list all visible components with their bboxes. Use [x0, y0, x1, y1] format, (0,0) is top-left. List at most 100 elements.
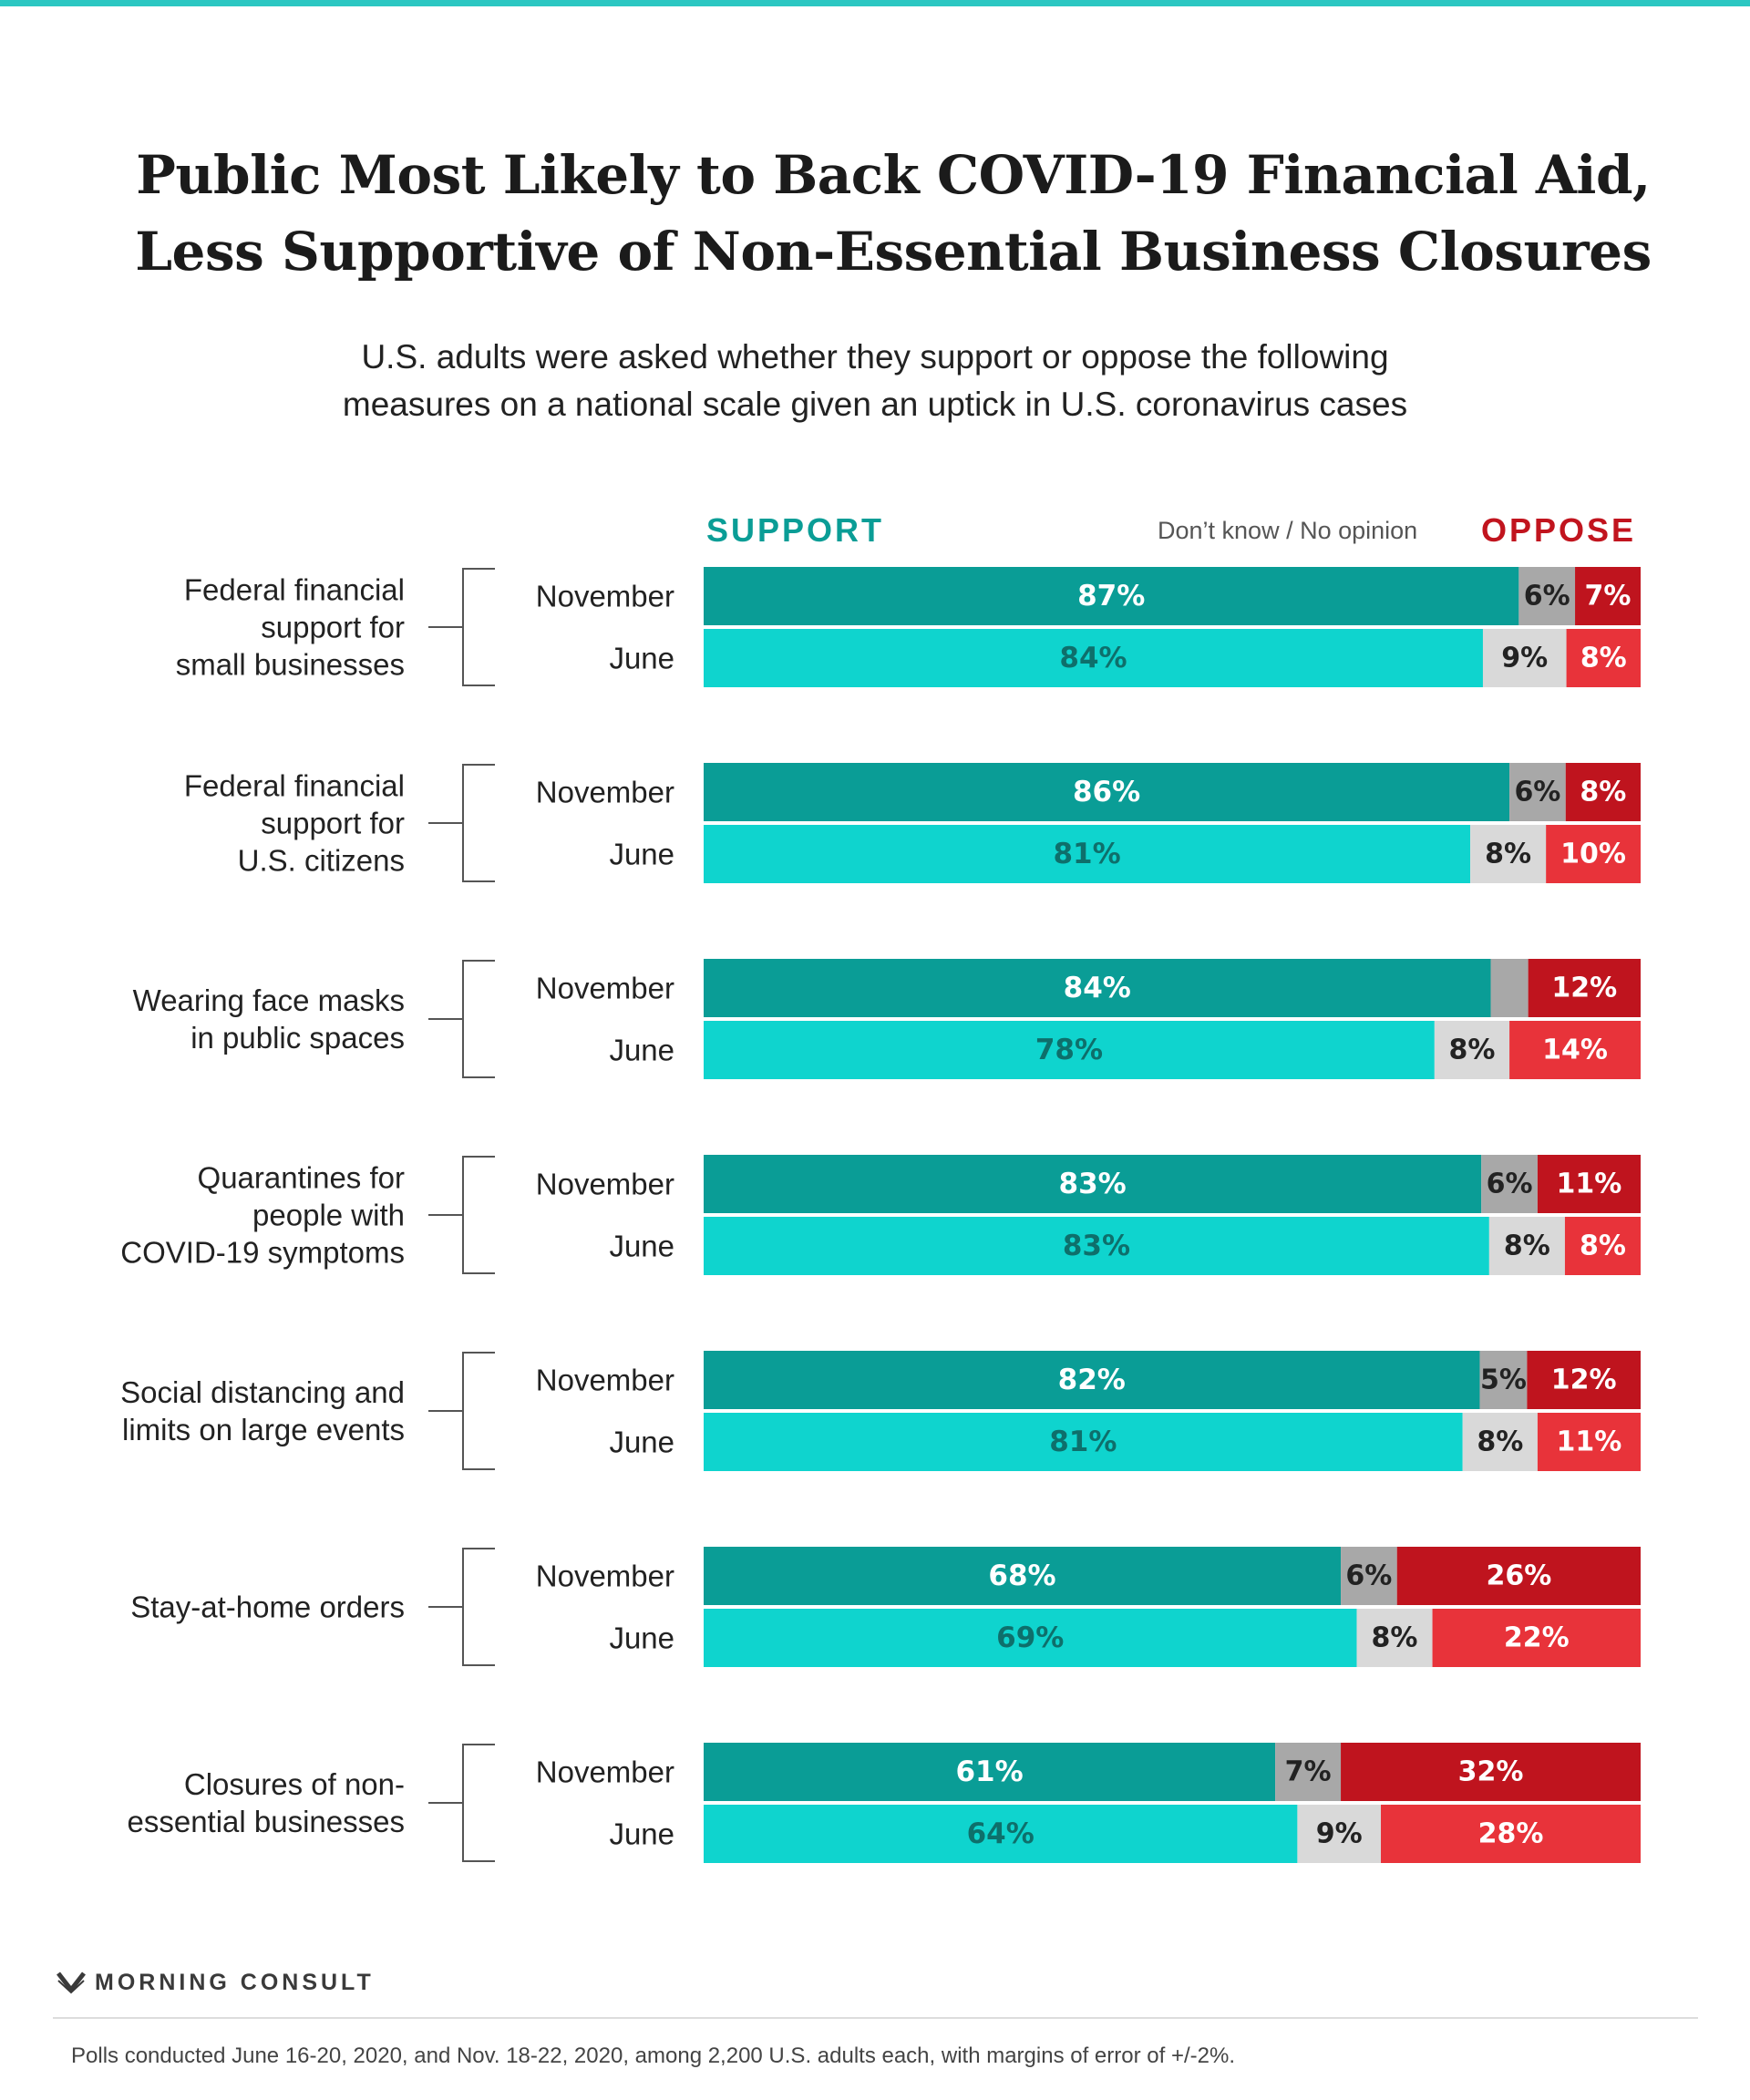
category-label: Wearing face masks	[133, 983, 405, 1017]
bar-dont-know	[1518, 567, 1576, 625]
bar-support-label: 86%	[1073, 776, 1140, 808]
footer-divider	[53, 2017, 1698, 2019]
category-label: small businesses	[176, 648, 405, 682]
group-bracket	[428, 1156, 495, 1274]
bar-support	[704, 1547, 1342, 1605]
bar-support-label: 64%	[967, 1817, 1035, 1850]
category-label: in public spaces	[190, 1021, 405, 1055]
bar-dont-know	[1341, 1547, 1397, 1605]
bar-dont-know	[1470, 825, 1547, 883]
bar-dont-know-label: 6%	[1514, 777, 1560, 808]
bar-oppose	[1527, 1351, 1641, 1409]
bar-support	[704, 1743, 1276, 1801]
bar-dont-know-label: 6%	[1487, 1168, 1533, 1200]
period-label: June	[609, 838, 674, 871]
bar-dont-know	[1481, 1155, 1538, 1213]
period-label: November	[536, 580, 674, 613]
bar-dont-know-label: 8%	[1477, 1426, 1523, 1458]
bar-oppose-label: 7%	[1585, 581, 1632, 612]
category-label: Quarantines for	[198, 1161, 405, 1195]
bar-support	[704, 1021, 1435, 1079]
category-label: COVID-19 symptoms	[120, 1236, 405, 1270]
category-label: support for	[261, 611, 405, 644]
bar-support	[704, 763, 1510, 821]
bar-support	[704, 1351, 1480, 1409]
bar-oppose	[1537, 1413, 1641, 1471]
bar-dont-know-label: 6%	[1345, 1560, 1392, 1592]
bar-oppose-label: 8%	[1580, 1230, 1626, 1262]
bar-dont-know-label: 9%	[1316, 1818, 1363, 1850]
bar-oppose-label: 11%	[1557, 1426, 1622, 1458]
footer-logo: MORNING CONSULT	[57, 1964, 375, 2001]
bar-dont-know	[1482, 629, 1567, 687]
bar-dont-know	[1490, 959, 1529, 1017]
bar-support-label: 83%	[1059, 1168, 1127, 1200]
bar-oppose-label: 26%	[1486, 1560, 1551, 1592]
category-label: essential businesses	[127, 1805, 405, 1838]
bar-support-label: 78%	[1035, 1034, 1103, 1066]
period-label: June	[609, 1817, 674, 1851]
bar-oppose	[1381, 1805, 1641, 1863]
bar-support-label: 69%	[996, 1621, 1064, 1654]
period-label: June	[609, 1426, 674, 1459]
bar-oppose	[1396, 1547, 1641, 1605]
legend-dont-know: Don’t know / No opinion	[1158, 517, 1418, 544]
bar-support	[704, 1217, 1489, 1275]
bar-support-label: 81%	[1049, 1426, 1117, 1458]
bar-dont-know	[1509, 763, 1566, 821]
bar-dont-know	[1275, 1743, 1342, 1801]
chart-title-line-1: Public Most Likely to Back COVID-19 Fina…	[136, 144, 1651, 206]
stacked-bar-chart: Federal financial support for small busine…	[120, 567, 1641, 1863]
morning-consult-logo-icon	[57, 1971, 86, 1994]
bar-oppose	[1546, 825, 1641, 883]
period-label: June	[609, 1621, 674, 1655]
category-label: U.S. citizens	[238, 844, 405, 878]
period-label: November	[536, 776, 674, 809]
bar-dont-know-label: 8%	[1448, 1035, 1495, 1066]
chart-subtitle-line-2: measures on a national scale given an up…	[342, 386, 1408, 423]
bar-oppose-label: 10%	[1560, 839, 1626, 870]
bar-dont-know	[1479, 1351, 1528, 1409]
category-label: support for	[261, 807, 405, 840]
period-label: November	[536, 972, 674, 1005]
bar-dont-know	[1462, 1413, 1538, 1471]
chart-subtitle-line-1: U.S. adults were asked whether they supp…	[361, 338, 1389, 376]
bar-support-label: 68%	[988, 1560, 1055, 1592]
category-label: Social distancing and	[120, 1375, 405, 1409]
top-accent-rule	[0, 0, 1750, 6]
period-label: November	[536, 1168, 674, 1201]
bar-support-label: 84%	[1064, 972, 1131, 1004]
logo-wordmark: MORNING CONSULT	[95, 1969, 375, 1995]
period-label: November	[536, 1364, 674, 1397]
category-label: Federal financial	[184, 573, 405, 607]
bar-dont-know	[1356, 1609, 1433, 1667]
group-bracket	[428, 568, 495, 686]
bar-oppose	[1564, 1217, 1641, 1275]
bar-oppose-label: 14%	[1542, 1035, 1608, 1066]
bar-dont-know-label: 7%	[1285, 1756, 1332, 1788]
bar-oppose	[1432, 1609, 1641, 1667]
bar-oppose	[1528, 959, 1641, 1017]
category-label: limits on large events	[122, 1413, 405, 1446]
source-note: Polls conducted June 16-20, 2020, and No…	[71, 2043, 1235, 2068]
group-bracket	[428, 1548, 495, 1666]
bar-dont-know-label: 8%	[1504, 1230, 1550, 1262]
group-bracket	[428, 1744, 495, 1862]
bar-oppose	[1341, 1743, 1641, 1801]
bar-support-label: 87%	[1077, 580, 1145, 612]
bar-oppose-label: 28%	[1478, 1818, 1544, 1850]
bar-support	[704, 1155, 1482, 1213]
legend-support: SUPPORT	[706, 511, 885, 549]
category-label: Closures of non-	[184, 1767, 405, 1801]
category-label: Federal financial	[184, 769, 405, 803]
period-label: June	[609, 1034, 674, 1067]
bar-oppose	[1565, 763, 1641, 821]
bar-support-label: 84%	[1059, 642, 1127, 674]
bar-oppose-label: 22%	[1504, 1622, 1570, 1654]
bar-dont-know-label: 5%	[1480, 1364, 1527, 1396]
bar-support-label: 83%	[1063, 1230, 1130, 1262]
bar-support-label: 81%	[1053, 838, 1120, 870]
bar-oppose-label: 12%	[1551, 1364, 1617, 1396]
period-label: June	[609, 1230, 674, 1263]
chart-title: Public Most Likely to Back COVID-19 Fina…	[91, 137, 1695, 290]
